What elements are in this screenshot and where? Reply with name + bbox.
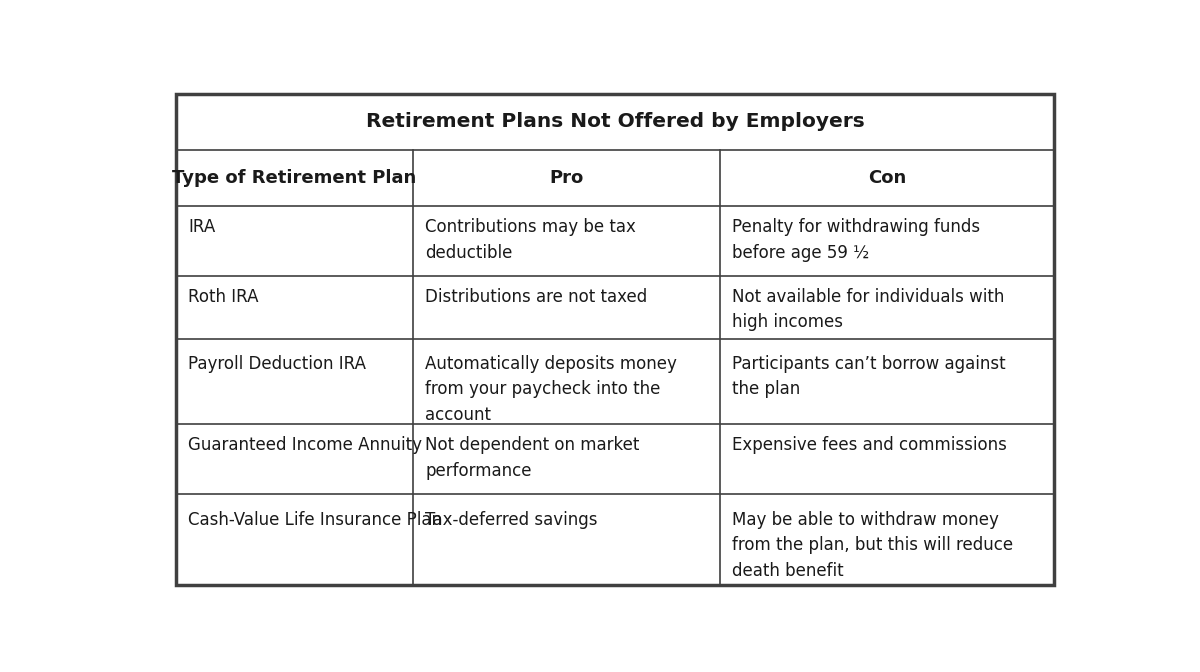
Text: Expensive fees and commissions: Expensive fees and commissions	[732, 437, 1007, 454]
Text: Roth IRA: Roth IRA	[188, 288, 259, 306]
Text: Not dependent on market
performance: Not dependent on market performance	[425, 437, 640, 480]
Text: Participants can’t borrow against
the plan: Participants can’t borrow against the pl…	[732, 355, 1006, 398]
Text: Retirement Plans Not Offered by Employers: Retirement Plans Not Offered by Employer…	[366, 112, 864, 131]
Text: IRA: IRA	[188, 218, 215, 237]
Text: May be able to withdraw money
from the plan, but this will reduce
death benefit: May be able to withdraw money from the p…	[732, 511, 1014, 580]
Text: Payroll Deduction IRA: Payroll Deduction IRA	[188, 355, 366, 372]
Text: Distributions are not taxed: Distributions are not taxed	[425, 288, 648, 306]
Text: Type of Retirement Plan: Type of Retirement Plan	[173, 169, 416, 187]
Text: Cash-Value Life Insurance Plan: Cash-Value Life Insurance Plan	[188, 511, 442, 529]
Text: Tax-deferred savings: Tax-deferred savings	[425, 511, 598, 529]
Text: Not available for individuals with
high incomes: Not available for individuals with high …	[732, 288, 1004, 331]
Text: Con: Con	[868, 169, 906, 187]
Text: Guaranteed Income Annuity: Guaranteed Income Annuity	[188, 437, 422, 454]
Text: Contributions may be tax
deductible: Contributions may be tax deductible	[425, 218, 636, 262]
Text: Penalty for withdrawing funds
before age 59 ½: Penalty for withdrawing funds before age…	[732, 218, 980, 262]
Text: Automatically deposits money
from your paycheck into the
account: Automatically deposits money from your p…	[425, 355, 677, 424]
Text: Pro: Pro	[550, 169, 584, 187]
